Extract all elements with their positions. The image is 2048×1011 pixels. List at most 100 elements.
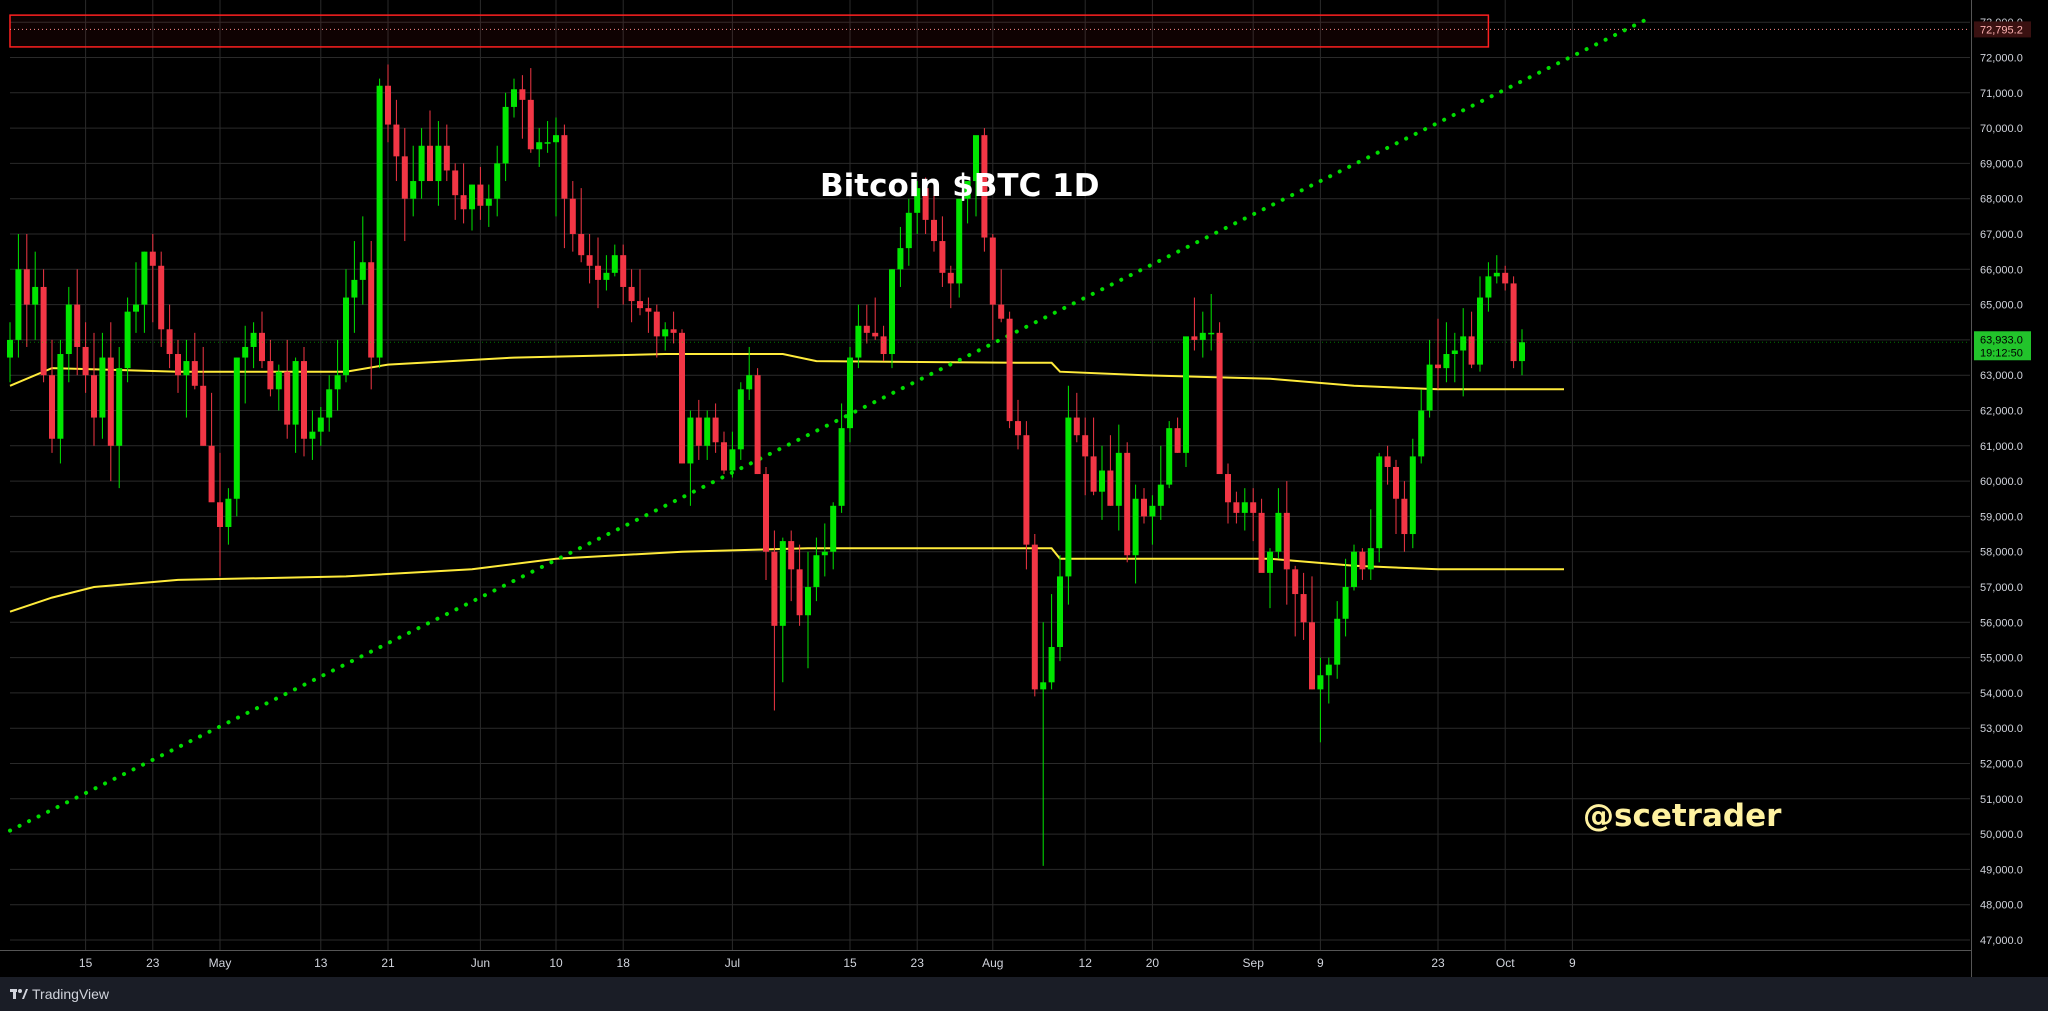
- resistance-zone-box: [9, 14, 1490, 48]
- candle: [183, 339, 190, 418]
- candle-body: [704, 417, 711, 446]
- candle-body: [1460, 336, 1467, 351]
- candle: [292, 357, 299, 453]
- candle: [1141, 488, 1147, 524]
- candle-body: [653, 311, 660, 337]
- candle-body: [82, 346, 89, 376]
- candle: [553, 117, 559, 217]
- candle: [754, 368, 761, 475]
- candle-body: [40, 286, 47, 376]
- candle-body: [309, 431, 316, 439]
- candle-body: [603, 272, 610, 280]
- candle-body: [729, 449, 736, 471]
- candle-body: [1267, 551, 1273, 573]
- last-price-label: 63,933.0: [1980, 334, 2023, 346]
- candle-body: [611, 255, 618, 273]
- y-tick-label: 69,000.0: [1980, 158, 2023, 170]
- candle: [1241, 488, 1248, 531]
- candle: [141, 251, 148, 333]
- x-tick-label: 20: [1146, 956, 1160, 970]
- candle: [679, 329, 685, 464]
- candle: [1124, 442, 1131, 563]
- candle: [1099, 445, 1105, 520]
- candle-body: [1124, 452, 1131, 556]
- candle: [721, 431, 727, 475]
- x-tick-label: Jul: [725, 956, 740, 970]
- candle-body: [1132, 498, 1139, 556]
- candle: [334, 339, 341, 411]
- candle: [586, 234, 593, 284]
- x-tick-label: 15: [843, 956, 857, 970]
- candle-body: [1283, 512, 1290, 570]
- candle: [317, 406, 324, 446]
- candle-body: [586, 255, 593, 266]
- candle-body: [973, 135, 979, 182]
- y-tick-label: 54,000.0: [1980, 688, 2023, 700]
- candle: [1325, 657, 1332, 704]
- candle-body: [124, 311, 131, 369]
- candle: [973, 135, 979, 217]
- price-line-label-bg: [1974, 21, 2031, 38]
- candle-body: [1216, 332, 1223, 475]
- candle: [527, 68, 534, 153]
- x-axis-background: [0, 950, 2048, 977]
- tradingview-logo[interactable]: TradingView: [10, 986, 109, 1002]
- candle-body: [435, 145, 442, 182]
- candle-body: [1057, 576, 1063, 648]
- candle-body: [746, 375, 753, 390]
- candle: [284, 339, 291, 439]
- candle: [611, 244, 618, 277]
- candle-body: [536, 142, 543, 150]
- candle: [897, 226, 904, 287]
- y-tick-label: 60,000.0: [1980, 476, 2023, 488]
- candle-body: [1225, 474, 1231, 503]
- candle: [1015, 399, 1021, 450]
- candle: [49, 339, 55, 453]
- candle: [175, 339, 181, 393]
- candle-body: [1443, 354, 1450, 369]
- candle: [401, 128, 408, 242]
- candle-body: [527, 99, 534, 150]
- candle-body: [494, 163, 501, 199]
- candle: [1057, 555, 1063, 662]
- x-axis[interactable]: 15 23 May 13 21 Jun 10 18 Jul 15 23 Aug 12 20 Sep 9 23 Oc…: [0, 950, 2048, 977]
- candle-body: [1435, 364, 1441, 369]
- candle: [376, 78, 383, 369]
- candle-body: [1275, 512, 1282, 552]
- candle-body: [1048, 647, 1055, 683]
- candle-body: [326, 389, 333, 418]
- candle: [905, 198, 912, 266]
- candle: [1157, 445, 1164, 520]
- candle-body: [754, 375, 761, 475]
- candlestick-chart[interactable]: 15 23 May 13 21 Jun 10 18 Jul 15 23 Aug 12 20 Sep 9 23 Oc…: [0, 0, 2048, 977]
- candle: [863, 304, 870, 344]
- candle-body: [23, 269, 30, 305]
- candle-body: [1199, 332, 1206, 340]
- candle: [242, 325, 249, 404]
- candle: [1267, 548, 1273, 609]
- candle-body: [628, 286, 635, 302]
- y-tick-label: 70,000.0: [1980, 123, 2023, 135]
- candle-body: [225, 498, 232, 527]
- x-tick-label: 13: [314, 956, 328, 970]
- candle: [225, 488, 232, 545]
- candle-body: [7, 339, 13, 358]
- y-tick-label: 68,000.0: [1980, 194, 2023, 206]
- candle: [1342, 558, 1349, 637]
- candle-body: [1309, 622, 1315, 690]
- candle-body: [1166, 428, 1173, 485]
- candle-body: [250, 332, 257, 347]
- x-tick-label: Sep: [1243, 956, 1265, 970]
- candle-body: [183, 361, 190, 376]
- candle-body: [712, 417, 719, 443]
- candle: [989, 234, 996, 340]
- candle-body: [284, 371, 291, 425]
- candle-body: [107, 357, 114, 446]
- candle: [695, 399, 702, 460]
- candle: [1393, 459, 1399, 535]
- y-axis[interactable]: 47,000.0 48,000.0 49,000.0 50,000.0 51,000.0…: [10, 0, 2048, 977]
- candle-body: [1325, 664, 1332, 676]
- candle: [309, 410, 316, 460]
- candle: [1502, 265, 1509, 291]
- candle: [74, 269, 81, 376]
